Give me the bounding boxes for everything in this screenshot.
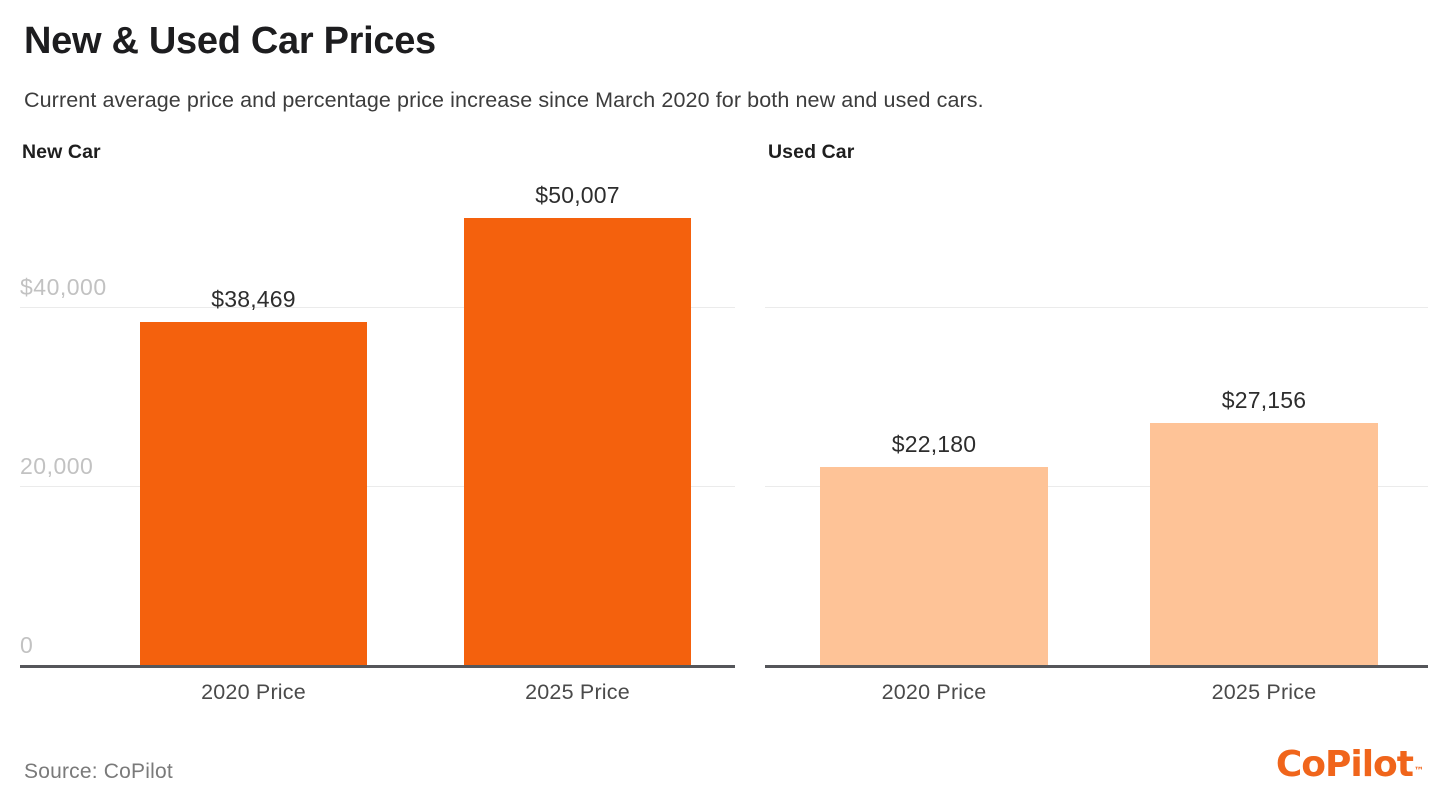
x-axis-label-2020-price: 2020 Price: [881, 680, 987, 704]
y-axis-tick-label: 20,000: [20, 452, 94, 479]
x-axis-baseline: [765, 665, 1428, 668]
bar-value-label: $38,469: [211, 285, 296, 312]
x-axis-label-2020-price: 2020 Price: [201, 680, 306, 704]
x-axis-label-2025-price: 2025 Price: [525, 680, 630, 704]
source-note: Source: CoPilot: [24, 760, 173, 783]
x-axis-baseline: [20, 665, 735, 668]
page-title: New & Used Car Prices: [24, 20, 436, 62]
gridline-40000: [765, 306, 1428, 308]
bar-2020-price: [140, 321, 367, 666]
bar-2020-price: [820, 467, 1048, 666]
used-car-bar-chart: $22,180 2020 Price $27,156 2025 Price: [765, 170, 1428, 704]
chart-title-used-car: Used Car: [768, 141, 855, 163]
gridline-20000: [765, 485, 1428, 487]
trademark-mark: ™: [1414, 766, 1424, 777]
bar-value-label: $27,156: [1221, 386, 1307, 413]
copilot-logo-text: CoPilot: [1275, 744, 1414, 785]
bar-value-label: $22,180: [891, 431, 977, 458]
bar-value-label: $50,007: [535, 182, 620, 209]
page-subtitle: Current average price and percentage pri…: [24, 88, 984, 112]
y-axis-tick-label: 0: [20, 632, 34, 658]
gridline-20000: [20, 485, 735, 487]
new-car-bar-chart: $40,000 20,000 0 $38,469 2020 Price $50,007 20…: [20, 170, 735, 704]
x-axis-label-2025-price: 2025 Price: [1211, 680, 1317, 704]
bar-2025-price: [464, 218, 691, 666]
chart-title-new-car: New Car: [22, 141, 101, 163]
copilot-logo: CoPilot™: [1276, 744, 1424, 785]
y-axis-tick-label: $40,000: [20, 273, 107, 300]
bar-2025-price: [1150, 422, 1378, 666]
gridline-40000: [20, 306, 735, 308]
